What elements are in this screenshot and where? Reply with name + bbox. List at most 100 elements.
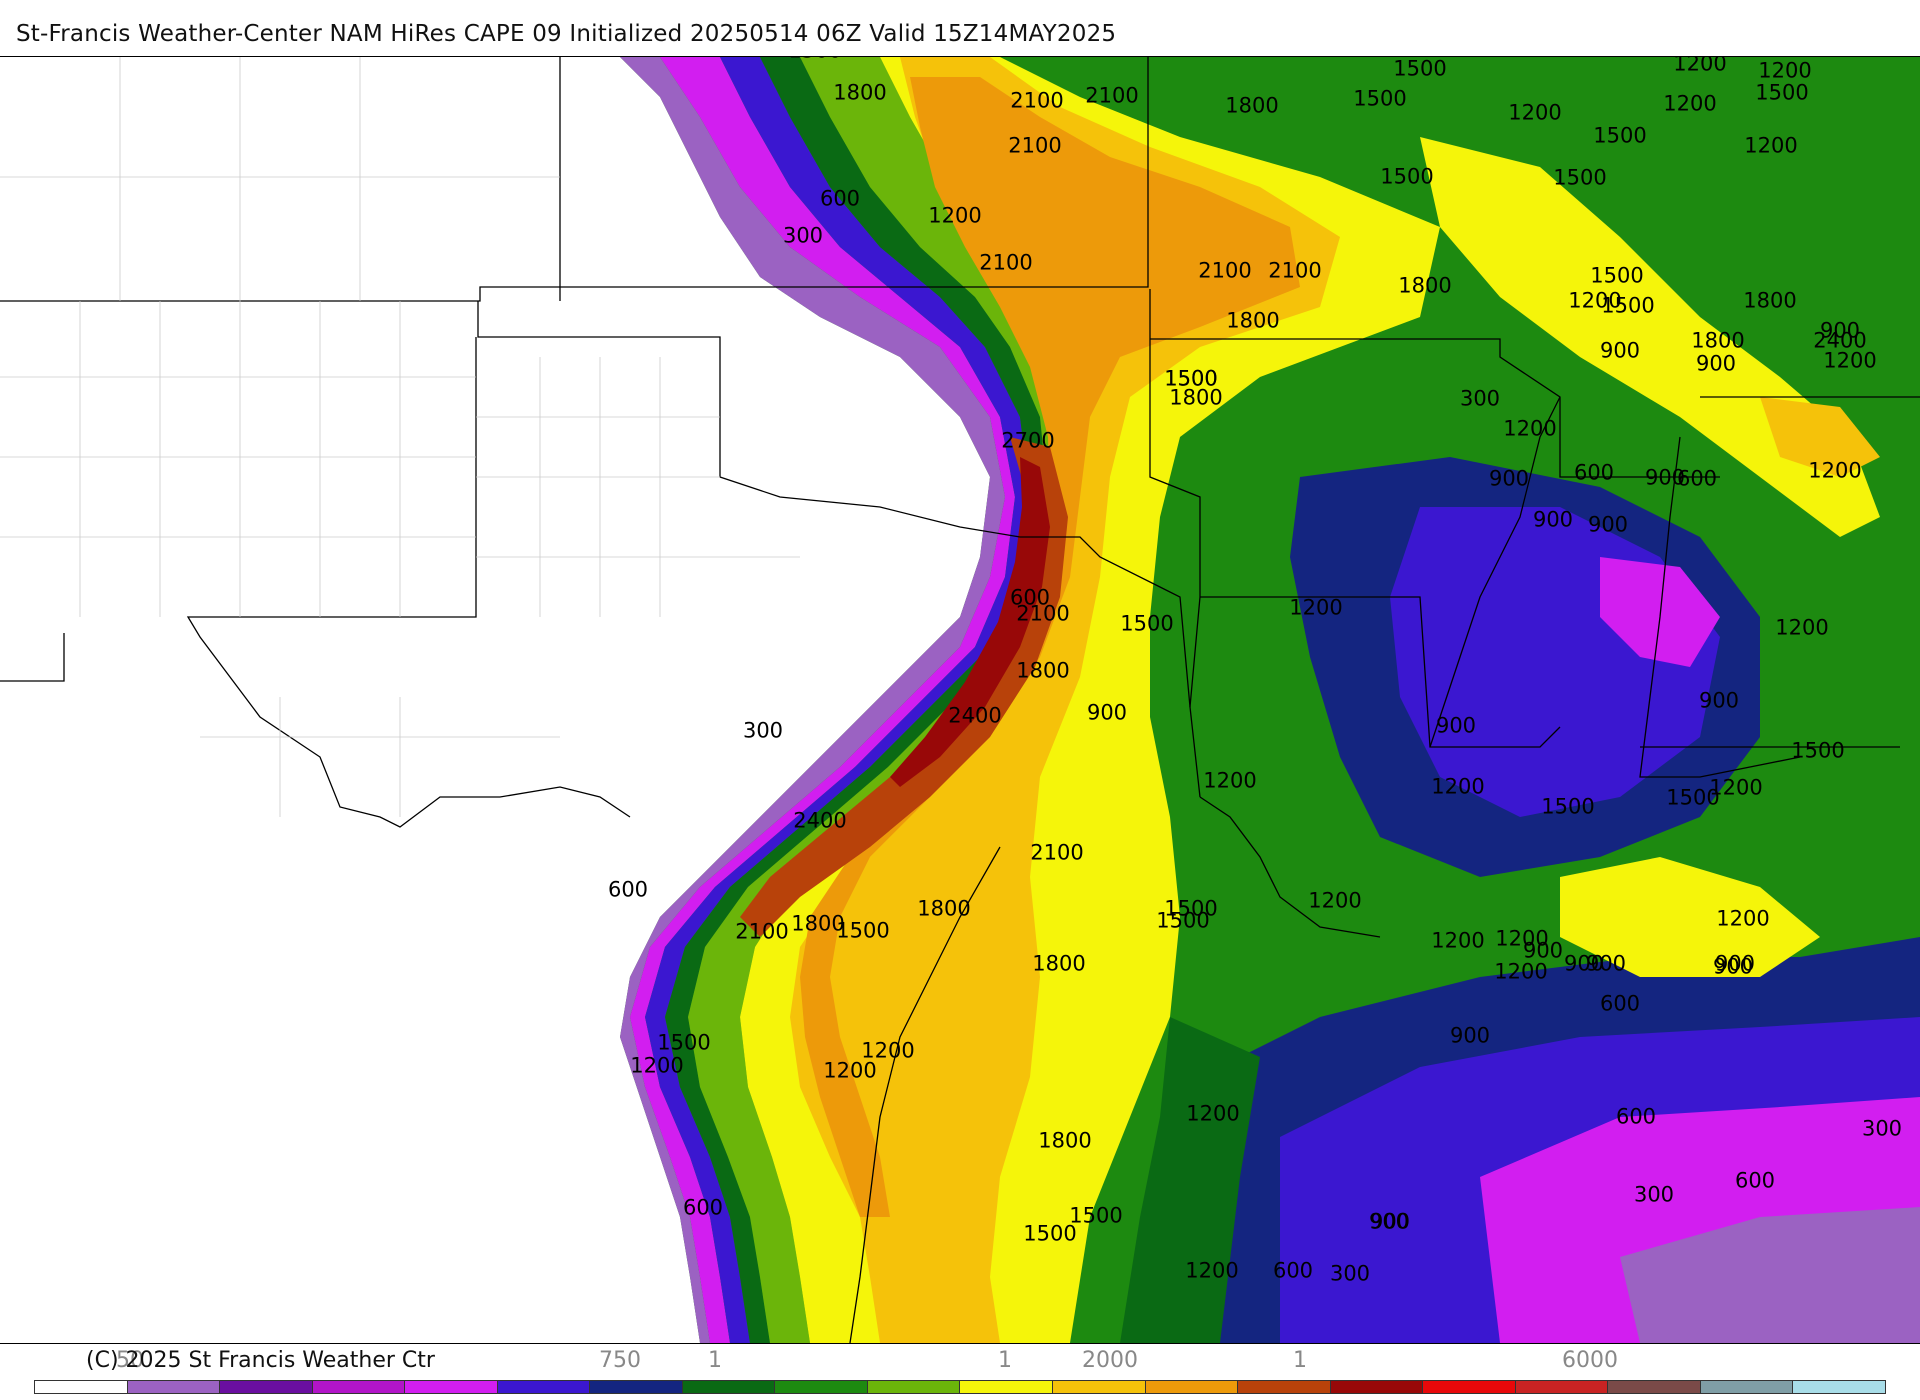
northeast-yellow (1420, 137, 1880, 537)
state-boundaries (0, 57, 1920, 1343)
legend-tick-label: 1 (708, 1348, 722, 1373)
contour-label: 1800 (1225, 93, 1279, 118)
cape-map[interactable]: 1500180021002100180015001500120012001500… (0, 56, 1920, 1344)
legend-swatch (867, 1381, 961, 1393)
contour-label: 1200 (1508, 100, 1562, 125)
contour-label: 1500 (1164, 896, 1218, 921)
contour-label: 900 (1585, 951, 1627, 976)
contour-label: 600 (682, 1195, 724, 1220)
legend-swatch (1053, 1381, 1146, 1393)
contour-label: 1500 (1593, 123, 1647, 148)
legend-swatch (405, 1381, 498, 1393)
contour-label: 600 (1676, 466, 1718, 491)
contour-label: 600 (607, 877, 649, 902)
contour-label: 900 (1644, 465, 1686, 490)
coastal-darkgreen (1120, 1017, 1260, 1343)
contour-label: 1500 (1601, 293, 1655, 318)
contour-label: 2400 (793, 808, 847, 833)
legend-tick-label: 50 (116, 1348, 144, 1373)
contour-label: 1500 (1380, 164, 1434, 189)
contour-label: 1500 (1353, 86, 1407, 111)
contour-label: 900 (1599, 338, 1641, 363)
contour-label: 2100 (1030, 840, 1084, 865)
contour-label: 1200 (1308, 888, 1362, 913)
legend-tick-labels: 50 750 1 1 2000 1 6000 (0, 1344, 1920, 1378)
contour-label: 1200 (1503, 416, 1557, 441)
contour-label: 900 (1368, 1209, 1410, 1234)
legend-swatch (127, 1381, 221, 1393)
contour-label: 600 (1734, 1168, 1776, 1193)
contour-label: 900 (1563, 951, 1605, 976)
contour-label: 1800 (1226, 308, 1280, 333)
contour-label: 900 (1532, 507, 1574, 532)
cape-contour-field (0, 57, 1920, 1343)
legend-swatch (1608, 1381, 1701, 1393)
contour-label: 1200 (1663, 91, 1717, 116)
contour-label: 1800 (1691, 328, 1745, 353)
contour-label: 1500 (1755, 80, 1809, 105)
contour-label: 300 (1633, 1182, 1675, 1207)
contour-label: 1800 (917, 896, 971, 921)
contour-label: 1800 (1032, 951, 1086, 976)
contour-label: 1500 (1666, 785, 1720, 810)
contour-label: 1500 (1791, 738, 1845, 763)
contour-label: 2400 (1813, 328, 1867, 353)
legend-tick-label: 1 (998, 1348, 1012, 1373)
legend-swatch (960, 1381, 1054, 1393)
contour-label: 900 (1695, 351, 1737, 376)
contour-label: 1500 (1553, 165, 1607, 190)
contour-label: 900 (1714, 951, 1756, 976)
contour-label: 300 (1329, 1261, 1371, 1286)
legend-tick-label: 6000 (1562, 1348, 1618, 1373)
contour-label: 1800 (833, 80, 887, 105)
legend-swatch (1793, 1381, 1885, 1393)
contour-label: 300 (782, 223, 824, 248)
contour-label: 2100 (1016, 601, 1070, 626)
contour-label: 1200 (1568, 288, 1622, 313)
contour-label: 900 (1449, 1023, 1491, 1048)
contour-label: 1200 (1758, 58, 1812, 83)
contour-label: 600 (1615, 1104, 1657, 1129)
gulf-lavender-region (1620, 1207, 1920, 1343)
contour-label: 2100 (1268, 258, 1322, 283)
contour-label: 1800 (1743, 288, 1797, 313)
contour-label: 1200 (823, 1058, 877, 1083)
contour-label: 600 (1573, 460, 1615, 485)
contour-label: 1200 (1431, 774, 1485, 799)
legend-swatch (35, 1381, 128, 1393)
contour-label: 1200 (630, 1053, 684, 1078)
contour-label: 1500 (1393, 56, 1447, 81)
contour-label: 2100 (1008, 133, 1062, 158)
contour-label: 2100 (1010, 88, 1064, 113)
contour-label: 600 (1272, 1258, 1314, 1283)
contour-label: 900 (1698, 688, 1740, 713)
legend-swatch (775, 1381, 868, 1393)
contour-label: 1800 (1038, 1128, 1092, 1153)
contour-label: 1500 (1069, 1203, 1123, 1228)
contour-label: 1200 (1494, 959, 1548, 984)
contour-label: 1200 (1808, 458, 1862, 483)
county-lines (0, 57, 800, 817)
contour-label: 1200 (928, 203, 982, 228)
contour-label: 2700 (1001, 428, 1055, 453)
legend-swatch (220, 1381, 313, 1393)
contour-label: 900 (1587, 512, 1629, 537)
contour-label: 900 (1086, 700, 1128, 725)
legend-swatch (1423, 1381, 1516, 1393)
contour-label: 900 (1435, 713, 1477, 738)
contour-label: 1800 (1398, 273, 1452, 298)
legend-swatch (312, 1381, 406, 1393)
white-region (0, 57, 990, 1343)
legend-swatch (1515, 1381, 1609, 1393)
contour-label-layer: 1500180021002100180015001500120012001500… (0, 57, 1920, 1343)
legend-tick-label: 1 (1293, 1348, 1307, 1373)
northeast-gold-spot (1760, 397, 1880, 477)
contour-label: 300 (1861, 1116, 1903, 1141)
contour-label: 1500 (1590, 263, 1644, 288)
contour-label: 1200 (1823, 348, 1877, 373)
southeast-yellow (1560, 857, 1820, 977)
contour-label: 2100 (1085, 83, 1139, 108)
contour-label: 900 (1819, 318, 1861, 343)
contour-label: 1200 (1431, 928, 1485, 953)
legend-tick-label: 750 (599, 1348, 641, 1373)
